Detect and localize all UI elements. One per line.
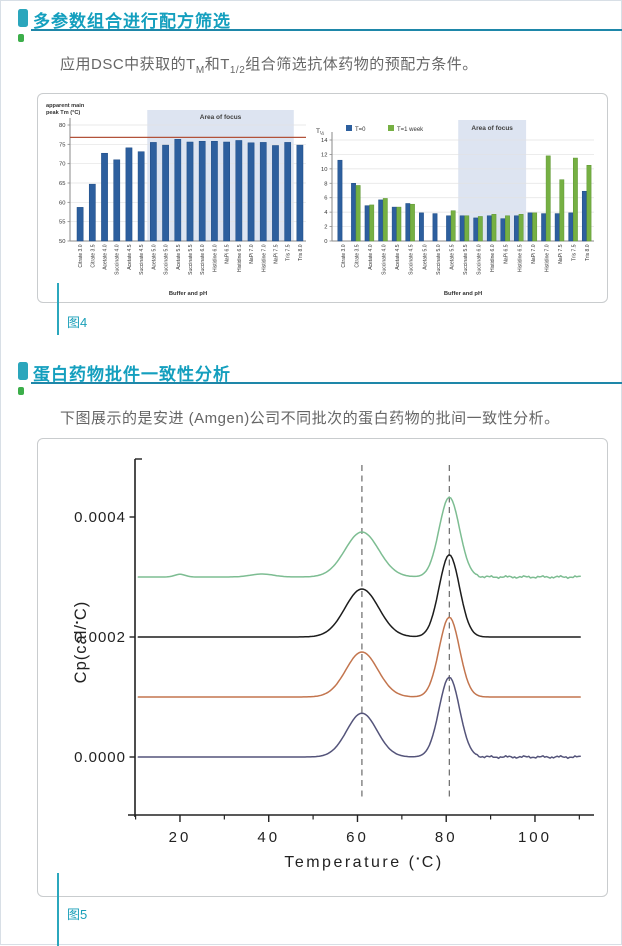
figure5-card: 20 40 60 80 100 0.0000 0.0002 0.0004 Temperature… [37, 438, 608, 897]
svg-text:0: 0 [324, 239, 327, 245]
svg-text:Area of focus: Area of focus [200, 114, 242, 121]
svg-text:Histidine 7.0: Histidine 7.0 [544, 244, 550, 272]
svg-text:65: 65 [59, 181, 65, 187]
svg-text:NaPi 7.0: NaPi 7.0 [531, 244, 537, 263]
section1-heading-bullet-icon [18, 9, 28, 27]
svg-text:50: 50 [59, 239, 65, 245]
section1-heading-underline [31, 29, 622, 31]
svg-text:2: 2 [324, 225, 327, 231]
svg-text:Acetate 5.0: Acetate 5.0 [422, 244, 428, 270]
svg-text:Acetate 4.5: Acetate 4.5 [395, 244, 401, 270]
svg-text:NaPi 6.5: NaPi 6.5 [504, 244, 510, 263]
section2-heading-bullet-icon [18, 362, 28, 380]
svg-text:40: 40 [257, 829, 280, 846]
svg-text:Succinate 4.5: Succinate 4.5 [139, 244, 145, 275]
subscript-half: 1/2 [229, 65, 246, 76]
figure5-dsc-chart: 20 40 60 80 100 0.0000 0.0002 0.0004 Temperature… [72, 458, 594, 871]
svg-text:peak Tm (°C): peak Tm (°C) [46, 110, 80, 116]
svg-text:Histidine 6.5: Histidine 6.5 [237, 244, 243, 272]
svg-text:8: 8 [324, 181, 327, 187]
svg-text:Temperature (▪C): Temperature (▪C) [284, 854, 443, 871]
svg-text:Citrate 3.5: Citrate 3.5 [354, 244, 360, 267]
svg-text:Citrate 3.0: Citrate 3.0 [78, 244, 84, 267]
svg-text:Citrate 3.0: Citrate 3.0 [341, 244, 347, 267]
svg-text:0.0004: 0.0004 [74, 509, 126, 526]
figure4-caption-accent-line [57, 283, 59, 335]
svg-text:Citrate 3.5: Citrate 3.5 [90, 244, 96, 267]
svg-text:60: 60 [59, 200, 65, 206]
figure4-caption: 图4 [67, 315, 88, 330]
section1-heading: 多参数组合进行配方筛选 [33, 12, 231, 31]
svg-text:apparent main: apparent main [46, 103, 85, 109]
svg-text:55: 55 [59, 220, 65, 226]
svg-text:T½: T½ [316, 128, 325, 137]
svg-text:Tris 7.5: Tris 7.5 [286, 244, 292, 261]
svg-text:Acetate 4.5: Acetate 4.5 [127, 244, 133, 270]
svg-text:12: 12 [321, 152, 327, 158]
svg-text:Buffer and pH: Buffer and pH [169, 291, 207, 297]
svg-text:NaPi 6.5: NaPi 6.5 [225, 244, 231, 263]
svg-text:Succinate 4.5: Succinate 4.5 [409, 244, 415, 275]
paragraph-text: 应用DSC中获取的T [60, 56, 196, 73]
section1-paragraph: 应用DSC中获取的TM和T1/2组合筛选抗体药物的预配方条件。 [60, 53, 600, 76]
svg-text:Succinate 4.0: Succinate 4.0 [382, 244, 388, 275]
svg-text:Buffer and pH: Buffer and pH [444, 291, 482, 297]
svg-text:0.0002: 0.0002 [74, 629, 126, 646]
svg-text:4: 4 [324, 210, 328, 216]
svg-text:Histidine 6.0: Histidine 6.0 [212, 244, 218, 272]
paragraph-text: 组合筛选抗体药物的预配方条件。 [245, 56, 478, 73]
svg-text:Histidine 7.0: Histidine 7.0 [261, 244, 267, 272]
svg-text:60: 60 [346, 829, 369, 846]
svg-text:Succinate 6.0: Succinate 6.0 [200, 244, 206, 275]
svg-text:Tris 8.0: Tris 8.0 [585, 244, 591, 261]
svg-text:Histidine 6.0: Histidine 6.0 [490, 244, 496, 272]
svg-text:Area of focus: Area of focus [471, 125, 513, 132]
svg-text:NaPi 7.5: NaPi 7.5 [558, 244, 564, 263]
figure5-caption: 图5 [67, 907, 88, 922]
figure4-left-chart: Area of focus 50 55 60 65 70 75 80 apparent main… [46, 103, 306, 297]
svg-text:T=0: T=0 [355, 127, 366, 133]
svg-text:Succinate 5.5: Succinate 5.5 [463, 244, 469, 275]
svg-text:NaPi 7.0: NaPi 7.0 [249, 244, 255, 263]
svg-text:Acetate 5.5: Acetate 5.5 [176, 244, 182, 270]
subscript-m: M [195, 65, 205, 76]
svg-text:20: 20 [169, 829, 192, 846]
svg-text:Acetate 4.0: Acetate 4.0 [103, 244, 109, 270]
svg-text:6: 6 [324, 196, 327, 202]
svg-text:80: 80 [59, 123, 65, 129]
svg-text:75: 75 [59, 142, 65, 148]
svg-text:Succinate 5.5: Succinate 5.5 [188, 244, 194, 275]
svg-text:Tris 7.5: Tris 7.5 [572, 244, 578, 261]
svg-text:Succinate 5.0: Succinate 5.0 [164, 244, 170, 275]
svg-text:Succinate 6.0: Succinate 6.0 [477, 244, 483, 275]
svg-text:Succinate 5.0: Succinate 5.0 [436, 244, 442, 275]
svg-text:14: 14 [321, 138, 328, 144]
svg-text:T=1 week: T=1 week [397, 127, 424, 133]
svg-text:Acetate 5.0: Acetate 5.0 [151, 244, 157, 270]
svg-text:10: 10 [321, 167, 327, 173]
figure5-caption-accent-line [57, 873, 59, 946]
section2-paragraph: 下图展示的是安进 (Amgen)公司不同批次的蛋白药物的批间一致性分析。 [60, 410, 560, 427]
svg-text:NaPi 7.5: NaPi 7.5 [273, 244, 279, 263]
section2-heading-underline [31, 382, 622, 384]
section2-green-dot-icon [18, 387, 24, 395]
svg-text:70: 70 [59, 162, 65, 168]
svg-text:Cp(cal/▪C): Cp(cal/▪C) [72, 601, 90, 684]
svg-text:Tris 8.0: Tris 8.0 [298, 244, 304, 261]
svg-text:Acetate 4.0: Acetate 4.0 [368, 244, 374, 270]
svg-text:Acetate 5.5: Acetate 5.5 [449, 244, 455, 270]
figure4-card: Area of focus 50 55 60 65 70 75 80 apparent main… [37, 93, 608, 303]
svg-text:Histidine 6.5: Histidine 6.5 [517, 244, 523, 272]
paragraph-text: 和T [204, 56, 230, 73]
section2-heading: 蛋白药物批件一致性分析 [33, 365, 231, 384]
svg-text:100: 100 [518, 829, 552, 846]
svg-text:0.0000: 0.0000 [74, 749, 126, 766]
svg-text:Succinate 4.0: Succinate 4.0 [115, 244, 121, 275]
section1-green-dot-icon [18, 34, 24, 42]
svg-text:80: 80 [435, 829, 458, 846]
